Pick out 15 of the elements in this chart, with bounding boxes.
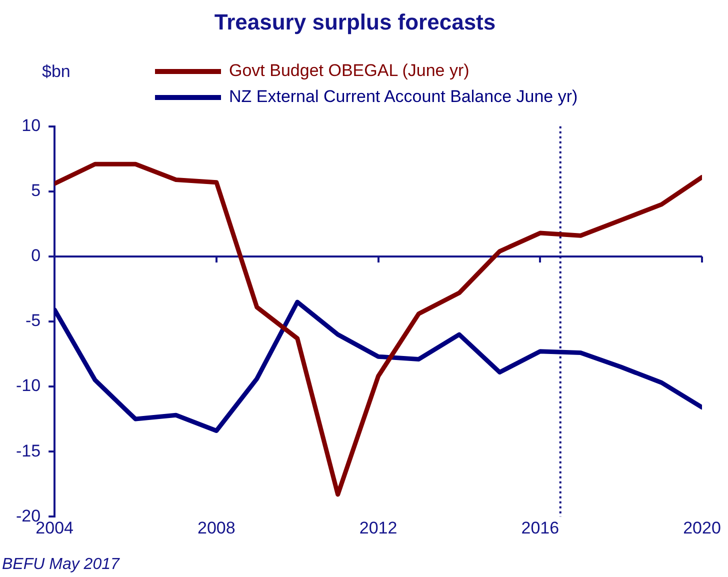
y-tick-label: -15 — [16, 441, 41, 460]
x-tick-label: 2016 — [521, 518, 560, 538]
y-tick-label: 0 — [31, 246, 41, 266]
y-tick-label: 5 — [31, 181, 41, 200]
text: BEFU May 2017 — [2, 556, 120, 574]
y-tick-label: -10 — [16, 376, 41, 396]
y-axis-title: $bn — [42, 62, 70, 82]
legend-label: Govt Budget OBEGAL (June yr) — [229, 61, 470, 81]
legend-label: NZ External Current Account Balance June yr) — [229, 87, 578, 107]
x-tick-label: 2012 — [359, 518, 398, 538]
y-tick-label: 10 — [22, 116, 41, 136]
x-tick-label: 2008 — [198, 518, 236, 538]
y-tick-label: -5 — [25, 311, 41, 330]
chart-title: Treasury surplus forecasts — [214, 9, 496, 34]
x-tick-label: 2020 — [683, 518, 721, 538]
